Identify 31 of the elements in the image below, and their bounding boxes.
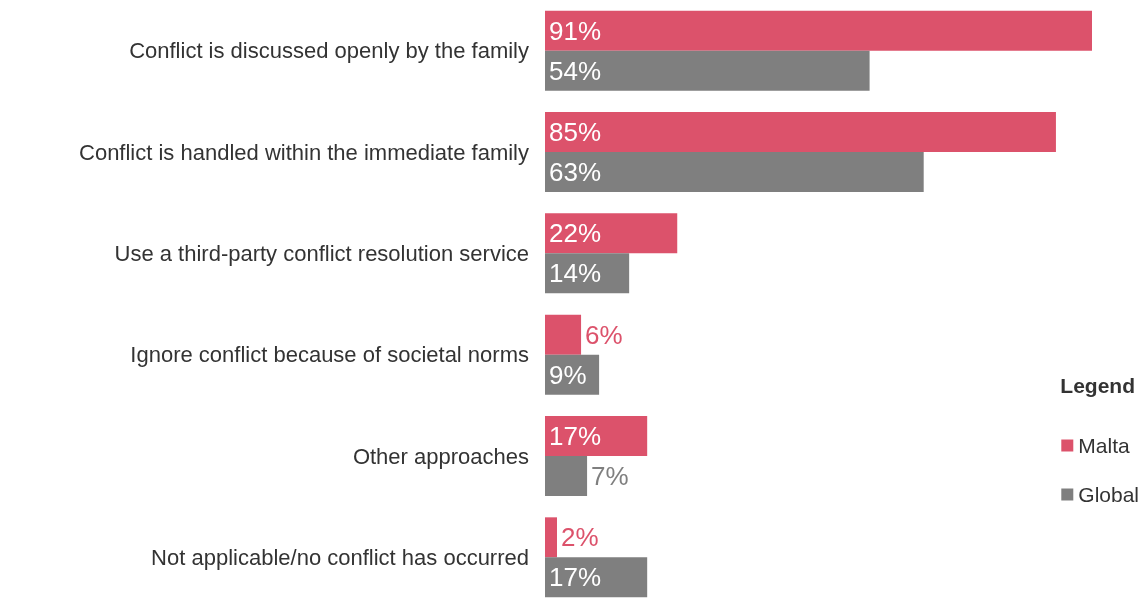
y-tick-label: Not applicable/no conflict has occurred bbox=[151, 544, 529, 570]
legend-label: Malta bbox=[1078, 434, 1130, 457]
data-label: 6% bbox=[585, 319, 623, 350]
data-label: 85% bbox=[549, 117, 602, 147]
bar bbox=[545, 213, 678, 254]
y-tick-label: Use a third-party conflict resolution service bbox=[114, 240, 529, 266]
data-label: 63% bbox=[549, 157, 602, 187]
data-label: 91% bbox=[549, 15, 602, 46]
y-tick-label: Conflict is handled within the immediate family bbox=[79, 139, 529, 165]
bar bbox=[545, 314, 582, 355]
bar bbox=[545, 557, 648, 598]
bar bbox=[545, 50, 870, 91]
data-label: 17% bbox=[549, 562, 602, 593]
legend-label: Global bbox=[1078, 483, 1139, 506]
data-label: 14% bbox=[549, 258, 602, 289]
data-label: 22% bbox=[549, 218, 602, 249]
data-label: 17% bbox=[549, 421, 602, 451]
bar bbox=[545, 152, 924, 192]
bar bbox=[545, 112, 1056, 152]
data-label: 7% bbox=[591, 461, 629, 491]
data-label: 9% bbox=[549, 359, 587, 390]
bar bbox=[545, 456, 588, 496]
bar bbox=[545, 517, 558, 558]
bar bbox=[545, 10, 1092, 51]
y-tick-label: Conflict is discussed openly by the family bbox=[129, 38, 529, 64]
y-tick-label: Other approaches bbox=[352, 443, 529, 469]
data-label: 54% bbox=[549, 55, 602, 86]
y-tick-label: Ignore conflict because of societal norms bbox=[130, 342, 529, 368]
data-label: 2% bbox=[561, 522, 599, 553]
legend-title: Legend bbox=[1060, 374, 1135, 397]
bar bbox=[545, 416, 648, 456]
